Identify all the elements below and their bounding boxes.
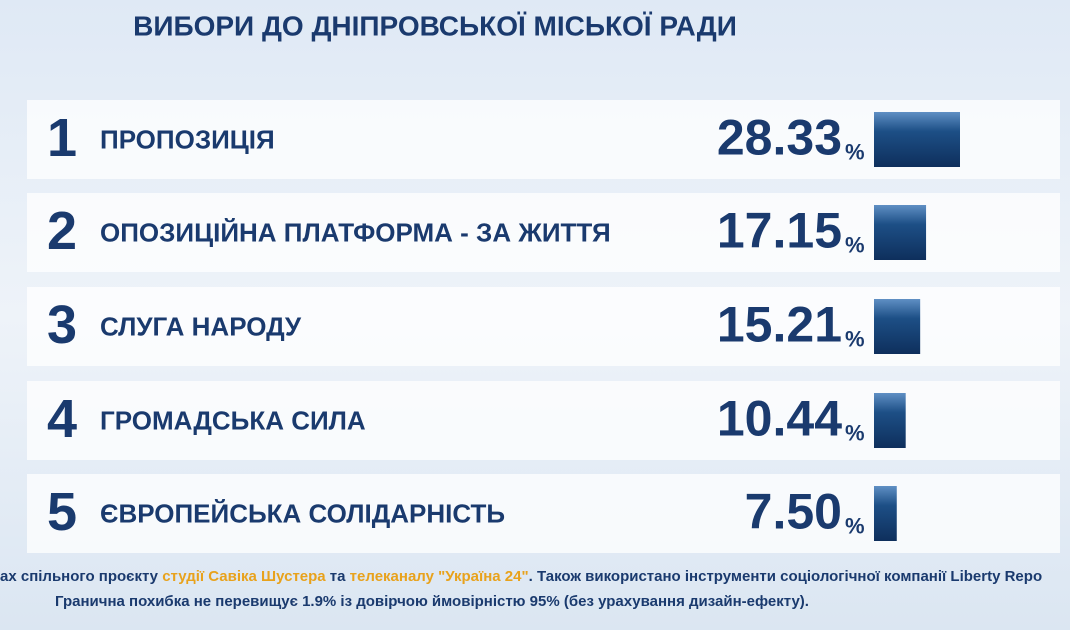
footnote-part: ах спільного проєкту (0, 568, 162, 585)
footnote: ах спільного проєкту студії Савіка Шусте… (0, 568, 1042, 585)
rank: 3 (47, 295, 77, 355)
rank: 5 (47, 482, 77, 542)
category-label: ПРОПОЗИЦІЯ (100, 124, 275, 154)
bar (874, 112, 960, 167)
category-label: СЛУГА НАРОДУ (100, 311, 302, 341)
unit-label: % (845, 513, 865, 538)
value-label: 17.15 (717, 203, 842, 259)
bar (874, 393, 906, 448)
category-label: ОПОЗИЦІЙНА ПЛАТФОРМА - ЗА ЖИТТЯ (100, 217, 611, 247)
value-label: 15.21 (717, 297, 842, 353)
unit-label: % (845, 232, 865, 257)
value-label: 28.33 (717, 110, 842, 166)
category-label: ГРОМАДСЬКА СИЛА (100, 405, 366, 435)
footnote: Гранична похибка не перевищує 1.9% із до… (55, 593, 809, 610)
chart-title: ВИБОРИ ДО ДНІПРОВСЬКОЇ МІСЬКОЇ РАДИ (133, 10, 737, 41)
unit-label: % (845, 420, 865, 445)
bar (874, 299, 921, 354)
unit-label: % (845, 139, 865, 164)
value-label: 10.44 (717, 391, 842, 447)
rank: 4 (47, 389, 77, 449)
bar (874, 205, 927, 260)
footnote-part: телеканалу "Україна 24" (350, 568, 529, 585)
footnote-part: та (326, 568, 350, 585)
category-label: ЄВРОПЕЙСЬКА СОЛІДАРНІСТЬ (100, 498, 505, 528)
footnote-part: Гранична похибка не перевищує 1.9% із до… (55, 593, 809, 610)
footnote-part: студії Савіка Шустера (162, 568, 326, 585)
rank: 1 (47, 108, 77, 168)
value-label: 7.50 (745, 484, 842, 540)
unit-label: % (845, 326, 865, 351)
rank: 2 (47, 201, 77, 261)
bar (874, 486, 897, 541)
footnote-part: . Також використано інструменти соціолог… (529, 568, 1043, 585)
